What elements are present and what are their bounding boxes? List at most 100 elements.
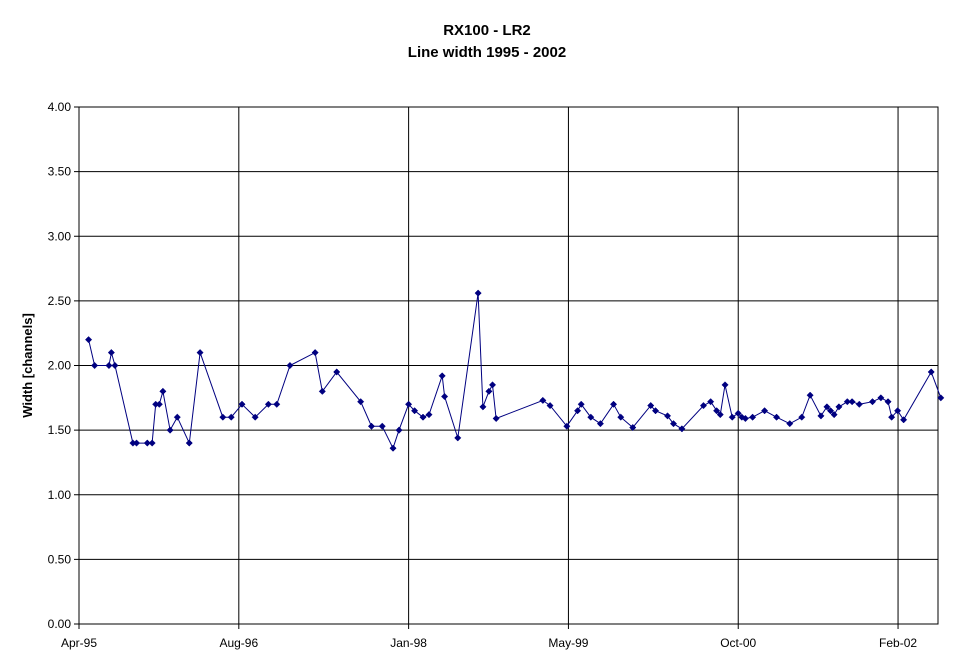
data-point-marker (577, 400, 585, 408)
data-point-marker (219, 413, 227, 421)
data-point-marker (227, 413, 235, 421)
data-point-marker (817, 412, 825, 420)
data-point-marker (773, 413, 781, 421)
data-point-marker (438, 372, 446, 380)
data-point-marker (411, 407, 419, 415)
series-line (88, 293, 942, 450)
data-point-marker (574, 407, 582, 415)
data-point-marker (479, 403, 487, 411)
data-point-marker (663, 412, 672, 420)
data-point-marker (843, 398, 851, 406)
y-tick-label: 2.00 (48, 359, 72, 373)
data-point-marker (563, 422, 571, 430)
data-point-marker (173, 413, 181, 421)
data-point-marker (806, 391, 814, 399)
data-point-marker (539, 396, 547, 404)
x-tick-label: Jan-98 (390, 636, 427, 650)
data-point-marker (669, 420, 678, 428)
data-point-marker (848, 398, 856, 406)
y-tick-label: 0.00 (48, 617, 72, 631)
y-tick-label: 1.50 (48, 423, 72, 437)
data-point-marker (333, 368, 341, 376)
gridlines (74, 106, 938, 629)
data-point-marker (749, 413, 757, 421)
data-point-marker (678, 425, 686, 433)
series-group (85, 289, 945, 452)
data-point-marker (238, 400, 246, 408)
data-point-marker (587, 413, 595, 421)
data-point-marker (91, 361, 99, 370)
data-point-marker (868, 398, 877, 406)
y-tick-label: 4.00 (48, 100, 72, 114)
data-point-marker (617, 413, 625, 421)
data-point-marker (389, 444, 397, 452)
data-point-marker (823, 403, 831, 411)
data-point-marker (166, 426, 174, 434)
data-point-marker (357, 398, 365, 406)
data-point-marker (405, 400, 413, 408)
data-point-marker (273, 400, 281, 408)
y-tick-label: 3.50 (48, 165, 72, 179)
data-point-marker (721, 381, 729, 389)
data-point-marker (716, 411, 724, 419)
data-point-marker (264, 400, 272, 408)
data-point-marker (728, 413, 736, 421)
data-point-marker (610, 400, 618, 408)
data-point-marker (488, 381, 497, 389)
data-point-marker (707, 398, 715, 406)
data-point-marker (155, 400, 163, 408)
data-point-marker (378, 422, 386, 430)
data-point-marker (835, 403, 843, 411)
data-point-marker (651, 407, 660, 415)
data-point-marker (105, 361, 113, 370)
chart-title: RX100 - LR2 (443, 22, 531, 39)
data-point-marker (425, 411, 433, 419)
data-point-marker (318, 387, 326, 395)
data-point-marker (647, 402, 655, 410)
data-point-marker (196, 349, 204, 357)
data-point-marker (786, 420, 794, 428)
data-point-marker (888, 413, 896, 421)
data-point-marker (85, 336, 93, 344)
data-point-marker (734, 409, 742, 417)
data-point-marker (894, 407, 902, 415)
data-point-marker (454, 434, 462, 442)
plot-area-frame (78, 106, 939, 625)
data-point-marker (251, 413, 259, 421)
data-point-marker (884, 398, 892, 406)
data-point-marker (485, 387, 493, 395)
y-tick-label: 2.50 (48, 294, 72, 308)
x-tick-labels: Apr-95 Aug-96 Jan-98 May-99 Oct-00 Feb-02 (61, 636, 917, 650)
data-point-marker (713, 407, 721, 415)
data-point-marker (111, 361, 119, 370)
x-tick-label: Oct-00 (720, 636, 756, 650)
y-tick-label: 0.50 (48, 552, 72, 566)
data-point-marker (855, 400, 863, 408)
data-point-marker (798, 413, 806, 421)
x-tick-label: Aug-96 (219, 636, 258, 650)
data-point-marker (159, 387, 167, 395)
data-point-marker (132, 439, 141, 447)
data-point-marker (367, 422, 376, 430)
data-point-marker (107, 349, 115, 357)
x-tick-label: Feb-02 (879, 636, 917, 650)
data-point-marker (419, 413, 427, 421)
data-point-marker (927, 368, 935, 376)
data-point-marker (286, 361, 294, 370)
data-point-marker (699, 402, 708, 410)
y-tick-labels: 0.00 0.50 1.00 1.50 2.00 2.50 3.00 3.50 4.00 (48, 100, 72, 631)
data-point-marker (629, 423, 637, 432)
data-point-marker (395, 426, 403, 434)
y-tick-label: 3.00 (48, 229, 72, 243)
data-point-marker (311, 349, 319, 357)
data-point-marker (148, 439, 156, 447)
data-point-marker (937, 394, 945, 402)
data-point-marker (900, 416, 908, 424)
y-axis-title: Width [channels] (20, 313, 35, 418)
data-point-marker (185, 439, 193, 447)
data-point-marker (441, 392, 449, 401)
data-point-marker (596, 420, 604, 428)
data-point-marker (546, 402, 554, 410)
data-point-marker (143, 439, 151, 447)
